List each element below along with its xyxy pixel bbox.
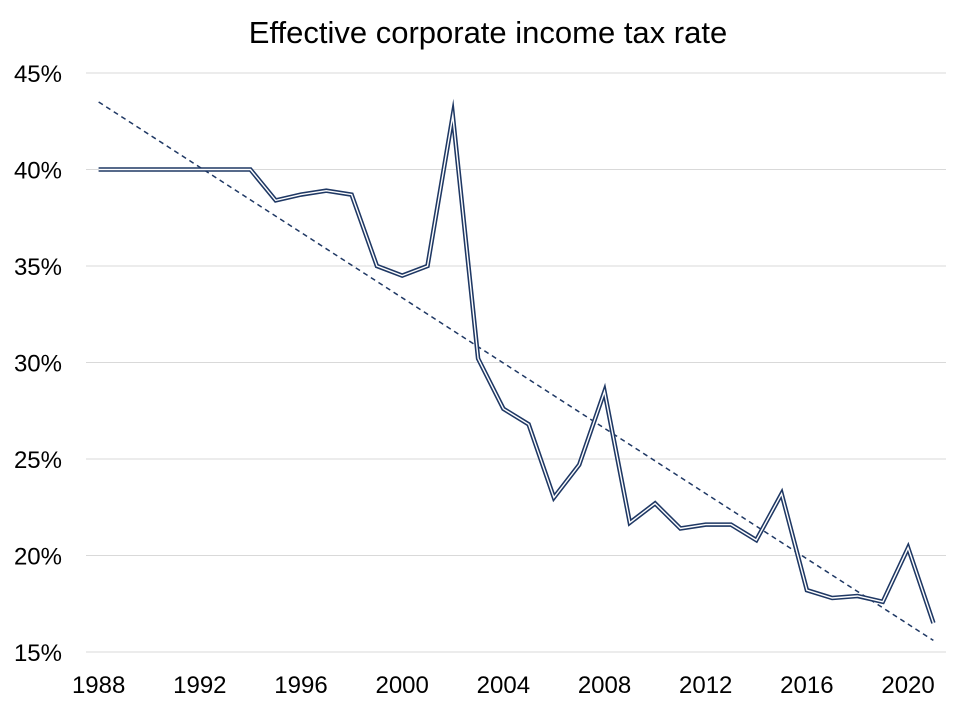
y-tick-label: 35%: [14, 254, 62, 281]
trendline: [98, 101, 934, 642]
x-tick-label: 1988: [72, 672, 125, 699]
x-axis-tick-labels: 1988 1992 1996 2000 2004 2008 2012 2016 2020: [72, 672, 935, 699]
x-tick-label: 2008: [578, 672, 631, 699]
x-tick-label: 2020: [881, 672, 934, 699]
series-line-inner: [98, 110, 935, 624]
x-tick-label: 2004: [477, 672, 530, 699]
x-tick-label: 1996: [274, 672, 327, 699]
y-tick-label: 40%: [14, 158, 62, 185]
series-line-outline: [98, 98, 936, 624]
y-tick-label: 30%: [14, 351, 62, 378]
y-axis-tick-labels: 15% 20% 25% 30% 35% 40% 45%: [14, 61, 62, 667]
y-tick-label: 15%: [14, 640, 62, 667]
grid-lines: [86, 72, 946, 653]
y-tick-label: 25%: [14, 447, 62, 474]
chart-title: Effective corporate income tax rate: [249, 15, 727, 50]
y-tick-label: 20%: [14, 544, 62, 571]
x-tick-label: 1992: [173, 672, 226, 699]
x-tick-label: 2000: [375, 672, 428, 699]
x-tick-label: 2012: [679, 672, 732, 699]
series-layer: [98, 98, 936, 624]
trendline-layer: [98, 101, 934, 642]
x-tick-label: 2016: [780, 672, 833, 699]
y-tick-label: 45%: [14, 61, 62, 88]
